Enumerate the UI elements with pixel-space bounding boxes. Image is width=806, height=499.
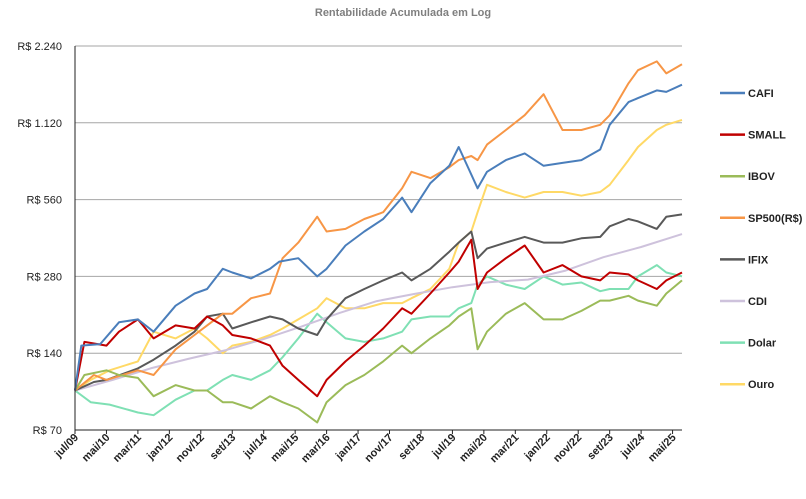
x-tick-label: jan/12 <box>144 432 175 463</box>
series-layer <box>74 60 683 424</box>
x-tick-label: nov/22 <box>551 432 584 465</box>
x-tick-label: jul/19 <box>429 432 458 461</box>
series-line-ouro <box>74 118 683 392</box>
y-tick-label: R$ 140 <box>27 348 62 360</box>
x-tick-label: mai/10 <box>80 432 113 465</box>
legend: CAFI SMALL IBOV SP500(R$) IFIX CDI Dolar Ouro <box>720 88 803 391</box>
y-tick-label: R$ 560 <box>27 195 62 207</box>
legend-item: Ouro <box>720 379 775 391</box>
series-line-small <box>74 238 683 398</box>
x-tick-label: mai/15 <box>269 432 302 465</box>
legend-label: SP500(R$) <box>748 213 803 225</box>
y-tick-label: R$ 280 <box>27 271 62 283</box>
x-tick-label: jan/17 <box>333 432 364 463</box>
series-line-cdi <box>74 233 683 392</box>
legend-label: CAFI <box>748 88 774 100</box>
x-tick-label: jul/14 <box>241 431 271 461</box>
legend-item: SP500(R$) <box>720 213 803 225</box>
legend-label: Ouro <box>748 379 775 391</box>
axis-layer: R$ 70 R$ 140 R$ 280 R$ 560 R$ 1.120 R$ 2.240 j… <box>17 41 682 465</box>
legend-label: IFIX <box>748 254 769 266</box>
x-tick-label: jul/24 <box>618 431 648 461</box>
y-tick-label: R$ 1.120 <box>17 118 62 130</box>
legend-item: Dolar <box>720 338 777 350</box>
legend-label: SMALL <box>748 130 786 142</box>
series-line-ifix <box>74 213 683 392</box>
x-tick-label: mai/25 <box>646 432 679 465</box>
series-line-cafi <box>74 83 683 391</box>
x-tick-label: mai/20 <box>457 432 490 465</box>
legend-item: CAFI <box>720 88 774 100</box>
series-line-dolar <box>74 264 683 417</box>
legend-item: IFIX <box>720 254 769 266</box>
x-tick-label: set/13 <box>208 432 239 463</box>
x-tick-label: set/23 <box>585 432 616 463</box>
x-tick-label: mar/16 <box>299 432 333 466</box>
x-tick-label: jan/22 <box>522 432 553 463</box>
x-tick-label: set/18 <box>397 432 428 463</box>
series-line-sp500-r <box>74 60 683 392</box>
y-tick-label: R$ 2.240 <box>17 41 62 53</box>
x-tick-label: nov/17 <box>362 432 395 465</box>
legend-item: CDI <box>720 296 767 308</box>
legend-label: CDI <box>748 296 767 308</box>
x-tick-label: nov/12 <box>174 432 207 465</box>
x-tick-label: mar/21 <box>488 432 522 466</box>
x-tick-label: mar/11 <box>111 432 144 465</box>
grid-layer <box>75 45 682 354</box>
legend-item: IBOV <box>720 171 776 183</box>
series-line-ibov <box>74 279 683 424</box>
legend-item: SMALL <box>720 130 786 142</box>
chart-title: Rentabilidade Acumulada em Log <box>315 7 491 19</box>
legend-label: Dolar <box>748 338 777 350</box>
legend-label: IBOV <box>748 171 776 183</box>
y-tick-label: R$ 70 <box>33 425 62 437</box>
